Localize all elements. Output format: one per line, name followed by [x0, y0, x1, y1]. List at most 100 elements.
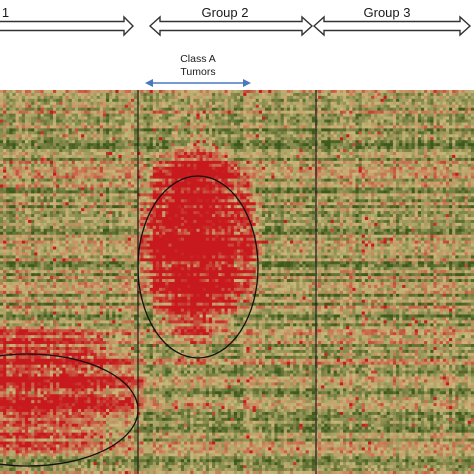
heatmap-cell [84, 95, 88, 100]
heatmap-cell [12, 154, 16, 159]
heatmap-cell [43, 110, 48, 115]
heatmap-cell [99, 131, 104, 135]
heatmap-cell [0, 184, 4, 188]
heatmap-cell [137, 122, 141, 126]
heatmap-cell [352, 160, 356, 165]
heatmap-cell [277, 160, 282, 165]
heatmap-cell [49, 140, 54, 144]
heatmap-cell [168, 172, 172, 177]
heatmap-cell [199, 125, 204, 129]
heatmap-cell [290, 154, 294, 159]
heatmap-cell [171, 92, 176, 97]
heatmap-cell [53, 143, 57, 147]
heatmap-cell [349, 146, 353, 150]
heatmap-cell [49, 134, 54, 138]
heatmap-cell [106, 137, 110, 141]
heatmap-cell [149, 181, 154, 185]
heatmap-cell [380, 107, 384, 112]
heatmap-cell [249, 113, 253, 117]
heatmap-cell [137, 181, 141, 185]
heatmap-cell [15, 134, 20, 138]
heatmap-cell [180, 169, 185, 174]
heatmap-cell [445, 92, 450, 97]
heatmap-cell [137, 154, 141, 159]
heatmap-cell [318, 122, 322, 126]
heatmap-cell [118, 160, 123, 165]
heatmap-cell [408, 149, 413, 153]
heatmap-cell [352, 184, 356, 188]
heatmap-cell [343, 104, 347, 109]
heatmap-cell [268, 143, 272, 147]
heatmap-cell [96, 178, 101, 182]
heatmap-cell [140, 104, 144, 109]
heatmap-cell [190, 113, 194, 117]
heatmap-cell [65, 152, 70, 156]
heatmap-cell [34, 169, 38, 174]
heatmap-cell [40, 98, 45, 103]
class-a-label-line1: Class A [180, 53, 216, 65]
heatmap-cell [180, 90, 185, 94]
heatmap-cell [380, 160, 384, 165]
heatmap-cell [65, 172, 70, 177]
heatmap-cell [240, 146, 244, 150]
heatmap-cell [106, 184, 110, 188]
heatmap-cell [49, 113, 54, 117]
heatmap-cell [439, 98, 444, 103]
heatmap-cell [146, 128, 151, 132]
heatmap-cell [346, 110, 350, 115]
heatmap-cell [230, 184, 235, 188]
heatmap-cell [305, 110, 310, 115]
heatmap-cell [302, 110, 307, 115]
heatmap-cell [218, 166, 222, 171]
heatmap-cell [193, 172, 197, 177]
heatmap-cell [143, 101, 147, 106]
heatmap-cell [84, 107, 88, 112]
heatmap-cell [299, 172, 303, 177]
heatmap-cell [159, 166, 163, 171]
heatmap-cell [208, 184, 213, 188]
heatmap-cell [290, 160, 294, 165]
heatmap-cell [3, 172, 7, 177]
heatmap-cell [330, 140, 335, 144]
heatmap-cell [233, 143, 238, 147]
heatmap-cell [193, 154, 197, 159]
heatmap-cell [246, 163, 250, 168]
heatmap-cell [180, 146, 185, 150]
heatmap-cell [202, 125, 207, 129]
heatmap-cell [280, 113, 285, 117]
heatmap-cell [143, 110, 147, 115]
heatmap-cell [215, 119, 219, 123]
heatmap-cell [208, 169, 213, 174]
heatmap-cell [308, 98, 313, 103]
heatmap-cell [414, 119, 419, 123]
heatmap-cell [377, 92, 381, 97]
heatmap-cell [283, 175, 288, 180]
heatmap-cell [24, 104, 29, 109]
heatmap-cell [28, 90, 32, 94]
heatmap-cell [212, 143, 216, 147]
heatmap-cell [302, 152, 307, 156]
heatmap-cell [171, 146, 176, 150]
heatmap-cell [155, 134, 160, 138]
heatmap-cell [389, 128, 394, 132]
heatmap-cell [439, 90, 444, 94]
heatmap-cell [227, 184, 232, 188]
heatmap-cell [130, 137, 135, 141]
heatmap-cell [180, 104, 185, 109]
heatmap-cell [389, 101, 394, 106]
heatmap-cell [62, 98, 66, 103]
heatmap-cell [31, 134, 35, 138]
heatmap-cell [386, 154, 391, 159]
heatmap-cell [402, 146, 406, 150]
heatmap-cell [199, 169, 204, 174]
heatmap-cell [411, 143, 416, 147]
heatmap-cell [293, 92, 297, 97]
heatmap-cell [221, 98, 225, 103]
heatmap-cell [442, 116, 447, 120]
heatmap-cell [305, 154, 310, 159]
heatmap-cell [249, 122, 253, 126]
heatmap-cell [0, 122, 4, 126]
heatmap-cell [109, 137, 113, 141]
heatmap-cell [96, 140, 101, 144]
heatmap-cell [0, 92, 4, 97]
